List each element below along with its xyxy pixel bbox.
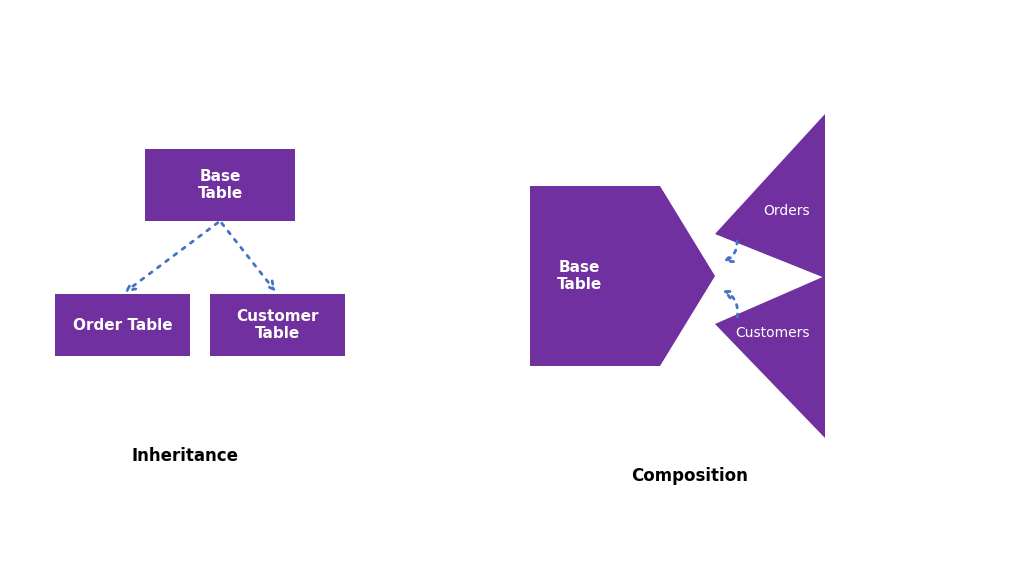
Polygon shape xyxy=(715,276,825,438)
Text: Base
Table: Base Table xyxy=(198,169,243,201)
Text: Inheritance: Inheritance xyxy=(131,447,239,465)
Text: Order Table: Order Table xyxy=(73,317,172,332)
Polygon shape xyxy=(715,114,825,278)
FancyBboxPatch shape xyxy=(210,294,345,356)
Text: Composition: Composition xyxy=(632,467,749,485)
Polygon shape xyxy=(530,186,715,366)
FancyBboxPatch shape xyxy=(145,149,295,221)
Text: Customer
Table: Customer Table xyxy=(237,309,318,341)
Text: Base
Table: Base Table xyxy=(557,260,602,292)
Text: Customers: Customers xyxy=(735,326,810,340)
Text: Orders: Orders xyxy=(763,204,810,218)
FancyBboxPatch shape xyxy=(55,294,190,356)
